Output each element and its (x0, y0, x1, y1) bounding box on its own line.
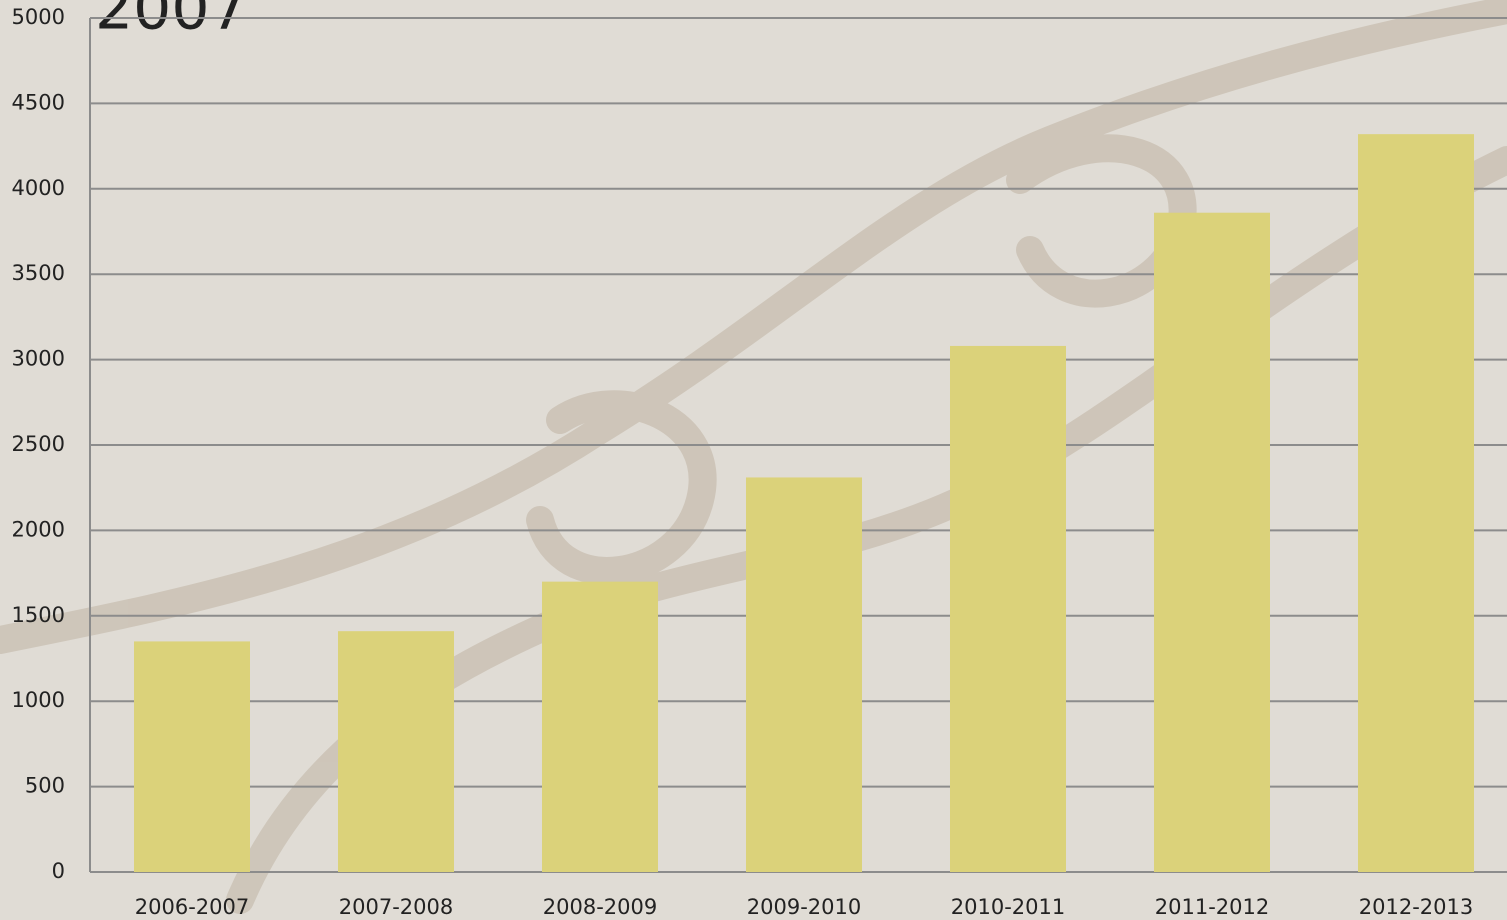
y-tick-label: 3000 (12, 347, 65, 371)
y-tick-label: 2500 (12, 432, 65, 456)
bar (1154, 213, 1270, 872)
x-tick-label: 2009-2010 (747, 895, 861, 919)
x-tick-label: 2006-2007 (135, 895, 249, 919)
x-tick-label: 2008-2009 (543, 895, 657, 919)
y-tick-label: 1500 (12, 603, 65, 627)
y-tick-label: 3500 (12, 261, 65, 285)
y-tick-label: 0 (52, 859, 65, 883)
bar (134, 641, 250, 872)
y-tick-label: 5000 (12, 5, 65, 29)
bar (1358, 134, 1474, 872)
x-tick-label: 2012-2013 (1359, 895, 1473, 919)
y-tick-label: 500 (25, 774, 65, 798)
x-tick-label: 2011-2012 (1155, 895, 1269, 919)
chart: 2007 0 500 1000 1500 2000 2500 3000 3500 4000 450… (0, 0, 1507, 920)
y-tick-label: 1000 (12, 688, 65, 712)
bar (338, 631, 454, 872)
bar (746, 477, 862, 872)
x-tick-label: 2007-2008 (339, 895, 453, 919)
bar (950, 346, 1066, 872)
bar (542, 582, 658, 872)
y-tick-label: 4500 (12, 90, 65, 114)
chart-title: 2007 (95, 0, 248, 44)
y-tick-label: 4000 (12, 176, 65, 200)
y-tick-label: 2000 (12, 517, 65, 541)
x-tick-label: 2010-2011 (951, 895, 1065, 919)
